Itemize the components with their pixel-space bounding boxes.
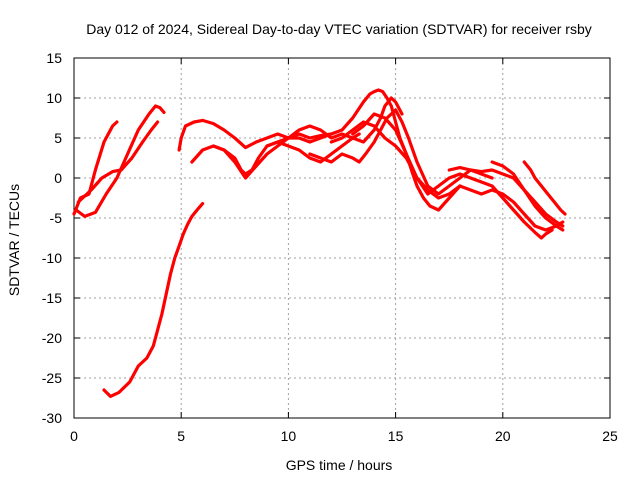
- series-line-arc-8: [265, 88, 462, 212]
- y-tick-label: -30: [42, 410, 62, 426]
- x-tick-label: 15: [388, 428, 404, 444]
- y-tick-label: -15: [42, 290, 62, 306]
- y-tick-label: 15: [46, 50, 62, 66]
- series-line-arc-12: [447, 166, 565, 232]
- y-tick-label: -5: [50, 210, 63, 226]
- x-tick-label: 5: [177, 428, 185, 444]
- x-tick-label: 25: [602, 428, 618, 444]
- series-line-arc-4: [102, 202, 205, 398]
- series-line-arc-10: [329, 120, 565, 232]
- y-tick-label: 0: [54, 170, 62, 186]
- y-axis-label: SDTVAR / TECUs: [6, 184, 22, 296]
- series-line-arc-11: [351, 112, 554, 240]
- y-tick-label: -25: [42, 370, 62, 386]
- series-group: [72, 88, 567, 398]
- plot-frame: [73, 57, 611, 419]
- series-line-arc-7: [211, 96, 404, 180]
- x-tick-label: 0: [70, 428, 78, 444]
- grid-lines: [74, 58, 610, 418]
- series-line-arc-13: [490, 160, 565, 228]
- x-axis-label: GPS time / hours: [286, 457, 393, 473]
- y-tick-label: 10: [46, 90, 62, 106]
- tick-labels: 0 5 10 15 20 25 -30 -25 -20 -15 -10 -5 0 5 10 15: [42, 50, 618, 444]
- y-tick-label: -20: [42, 330, 62, 346]
- y-tick-label: -10: [42, 250, 62, 266]
- x-tick-label: 20: [495, 428, 511, 444]
- series-line-arc-3: [76, 120, 160, 204]
- series-line-arc-2: [74, 104, 166, 218]
- series-line-arc-14: [522, 160, 567, 216]
- y-tick-label: 5: [54, 130, 62, 146]
- series-line-arc-9: [308, 108, 494, 196]
- axis-ticks: [73, 57, 611, 419]
- series-line-arc-5: [177, 118, 333, 152]
- chart-title: Day 012 of 2024, Sidereal Day-to-day VTE…: [86, 21, 592, 37]
- x-tick-label: 10: [281, 428, 297, 444]
